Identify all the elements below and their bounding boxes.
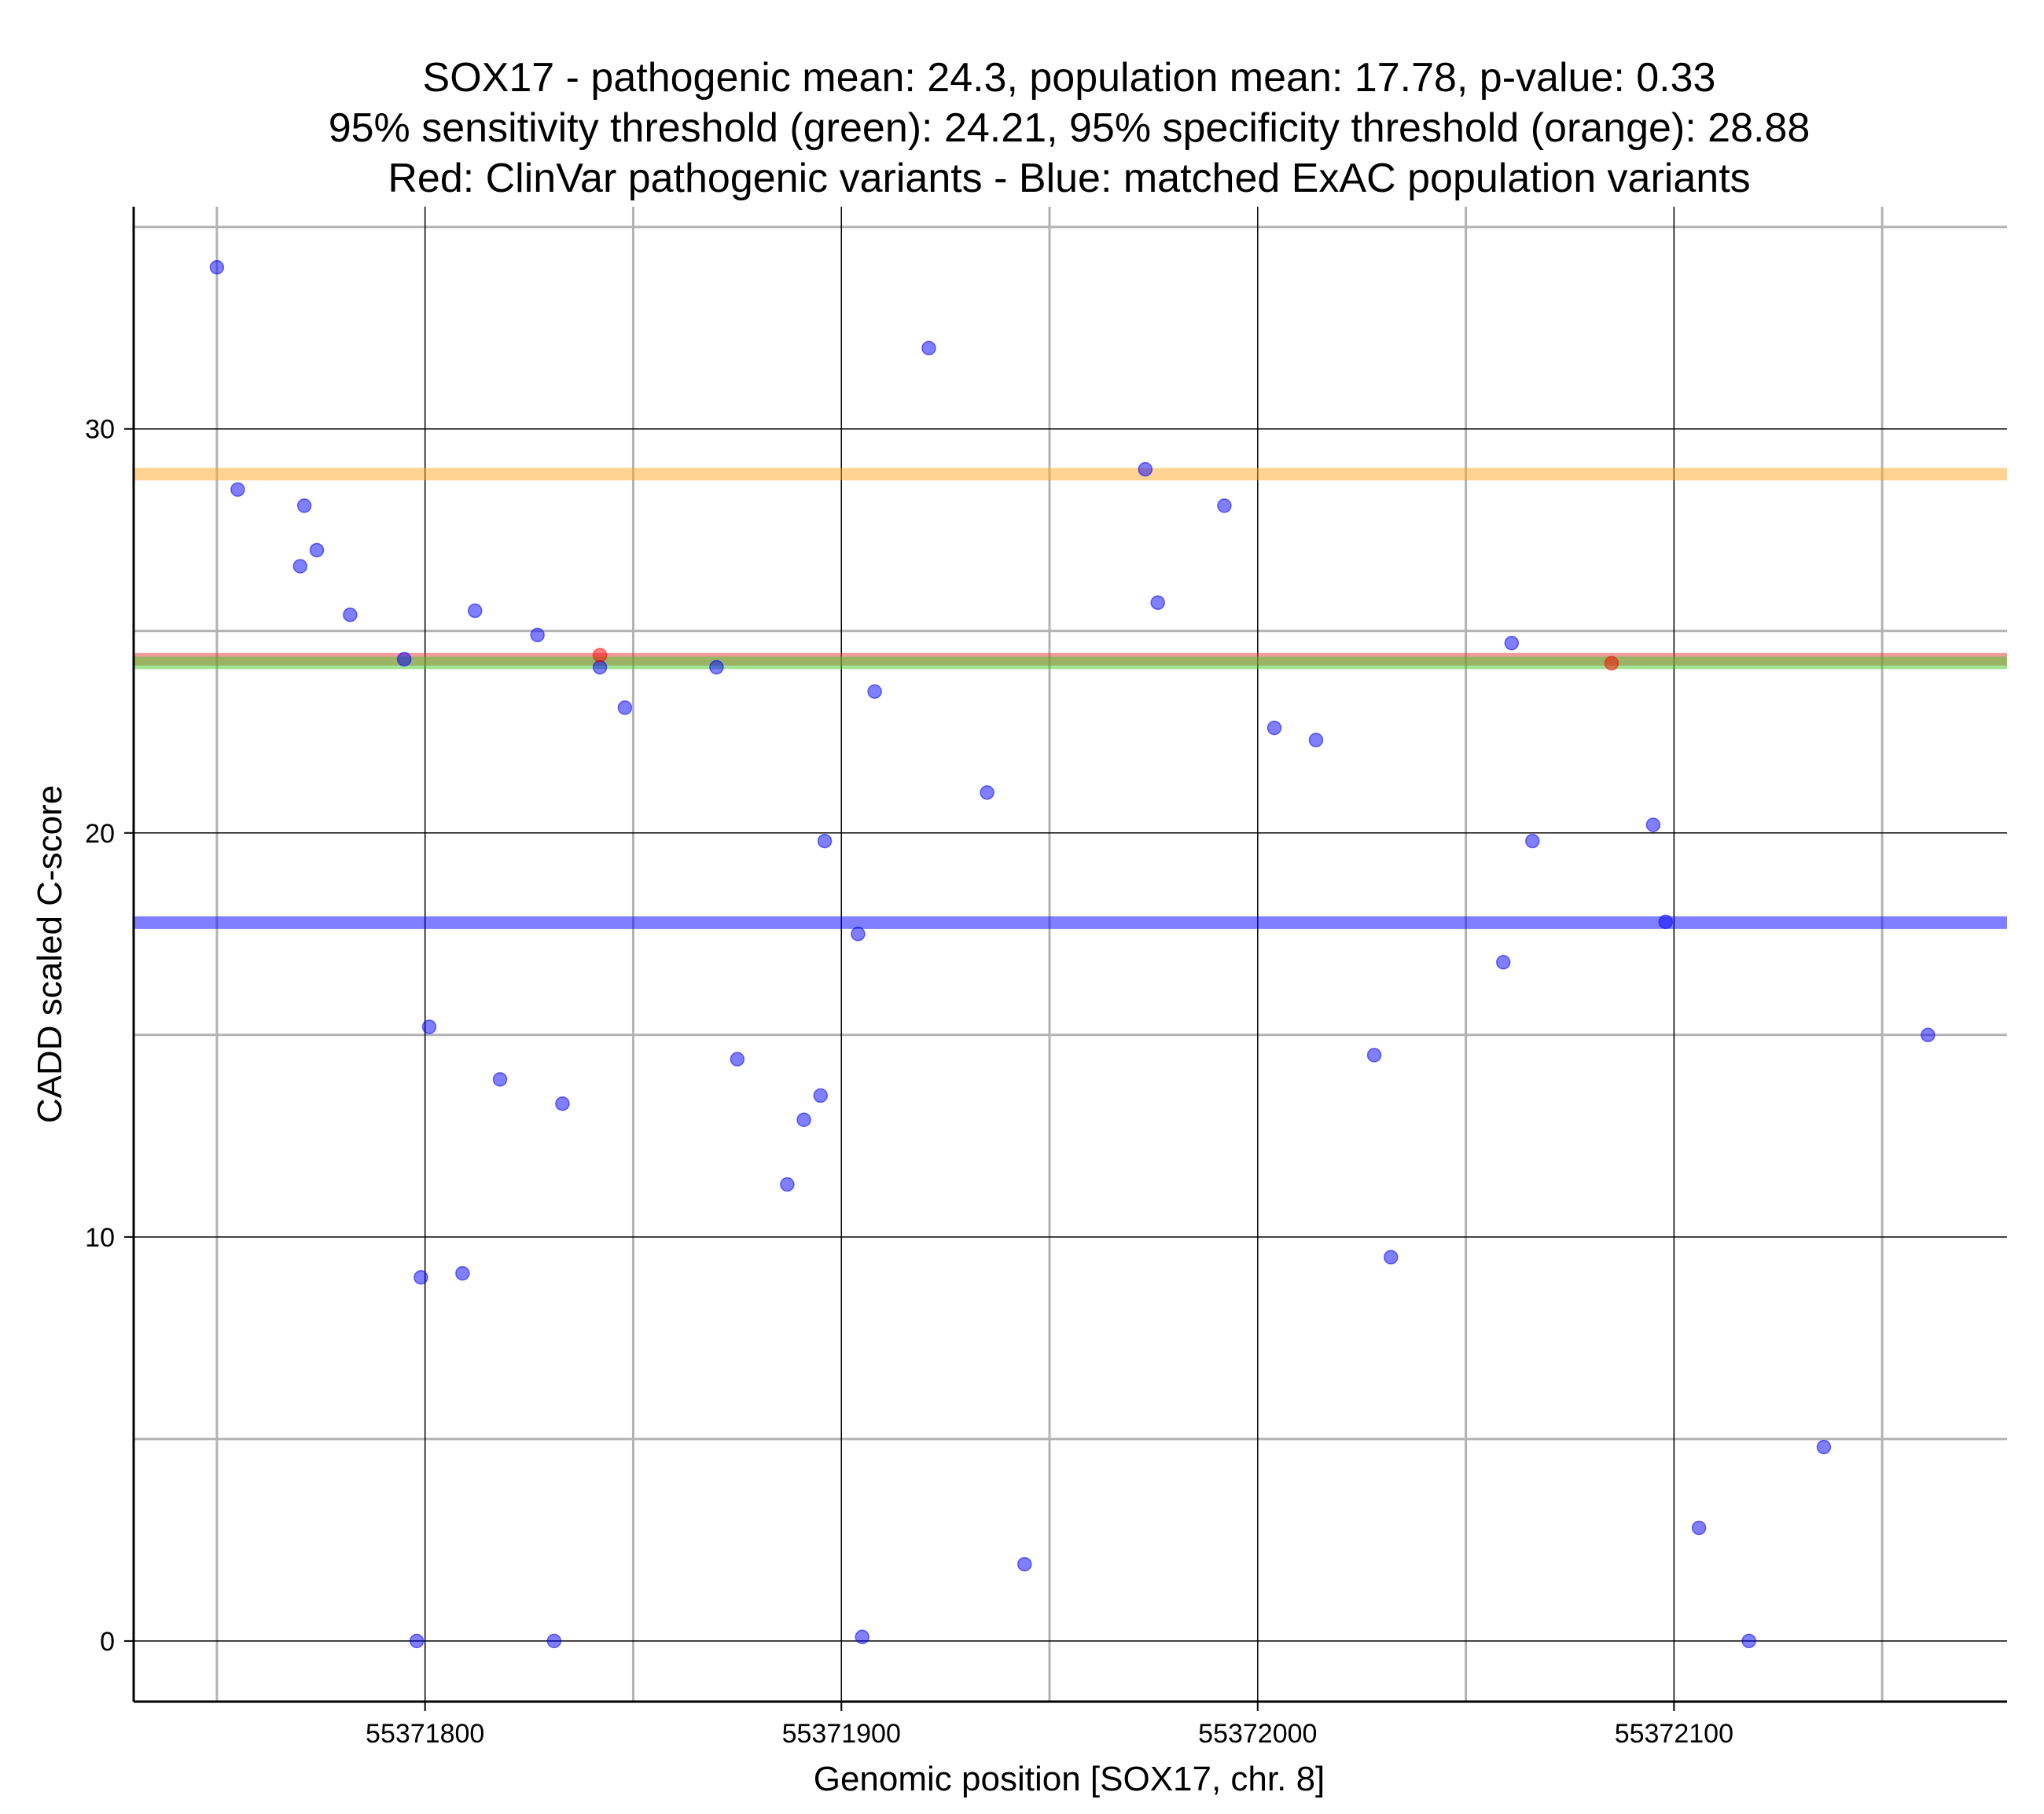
exac-population-point xyxy=(1691,1520,1707,1536)
exac-population-point xyxy=(867,684,882,700)
y-tick-label: 0 xyxy=(100,1627,115,1657)
exac-population-point xyxy=(980,785,994,800)
exac-population-point xyxy=(817,833,833,849)
exac-population-point xyxy=(1150,595,1165,611)
exac-population-point xyxy=(1266,720,1282,736)
exac-population-point xyxy=(1016,1556,1032,1572)
chart-title-line-3: Red: ClinVar pathogenic variants - Blue:… xyxy=(388,156,1750,201)
chart-title-line-1: SOX17 - pathogenic mean: 24.3, populatio… xyxy=(423,55,1716,101)
exac-population-point xyxy=(455,1265,470,1281)
exac-population-point xyxy=(617,700,633,715)
exac-population-point xyxy=(1217,498,1232,513)
exac-population-point xyxy=(1658,914,1674,930)
exac-population-point xyxy=(921,340,936,356)
exac-population-point xyxy=(421,1019,437,1034)
x-tick-label: 55372000 xyxy=(1198,1719,1317,1749)
minor-gridlines xyxy=(134,207,2007,1702)
exac-population-point xyxy=(851,927,866,942)
exac-population-point xyxy=(296,498,312,513)
exac-population-point xyxy=(1741,1633,1756,1649)
exac-population-point xyxy=(1366,1048,1382,1063)
y-axis-label: CADD scaled C-score xyxy=(31,785,69,1123)
clinvar-pathogenic-point xyxy=(1604,655,1619,671)
exac-population-point xyxy=(1495,955,1511,970)
exac-population-point xyxy=(1645,817,1661,832)
major-gridlines xyxy=(134,207,2007,1702)
exac-population-point xyxy=(855,1629,869,1645)
exac-population-point xyxy=(1525,833,1540,849)
x-axis-label: Genomic position [SOX17, chr. 8] xyxy=(814,1760,1325,1798)
exac-population-point xyxy=(492,1072,508,1087)
y-axis-ticks: 0 10 20 30 xyxy=(85,415,134,1657)
exac-population-point xyxy=(1816,1439,1832,1455)
exac-population-point xyxy=(1384,1250,1399,1265)
exac-population-point xyxy=(292,559,308,574)
exac-population-point xyxy=(780,1177,795,1192)
x-tick-label: 55371800 xyxy=(366,1719,484,1749)
exac-population-point xyxy=(1504,635,1520,651)
y-tick-label: 30 xyxy=(85,415,115,445)
exac-population-point xyxy=(813,1088,829,1103)
exac-population-point xyxy=(730,1052,745,1067)
data-points xyxy=(209,259,1936,1649)
exac-population-point xyxy=(530,627,545,643)
exac-population-point xyxy=(414,1269,428,1285)
exac-population-point xyxy=(209,259,225,275)
exac-population-point xyxy=(555,1096,570,1111)
x-tick-label: 55371900 xyxy=(782,1719,901,1749)
y-tick-label: 10 xyxy=(85,1223,115,1253)
exac-population-point xyxy=(546,1633,562,1649)
exac-population-point xyxy=(467,603,483,619)
exac-population-point xyxy=(309,542,325,558)
exac-population-point xyxy=(1921,1027,1936,1043)
exac-population-point xyxy=(592,659,608,675)
y-tick-label: 20 xyxy=(85,819,115,849)
exac-population-point xyxy=(1308,733,1324,747)
exac-population-point xyxy=(796,1112,811,1128)
reference-lines xyxy=(134,468,2007,929)
clinvar-pathogenic-point xyxy=(592,648,608,663)
exac-population-point xyxy=(409,1633,425,1649)
x-tick-label: 55372100 xyxy=(1615,1719,1733,1749)
x-axis-ticks: 55371800 55371900 55372000 55372100 xyxy=(366,1702,1733,1749)
exac-population-point xyxy=(396,652,412,666)
chart-title-line-2: 95% sensitivity threshold (green): 24.21… xyxy=(329,105,1811,151)
exac-population-point xyxy=(230,482,245,498)
exac-population-point xyxy=(1138,461,1153,477)
exac-population-point xyxy=(343,607,358,622)
exac-population-point xyxy=(709,659,724,675)
